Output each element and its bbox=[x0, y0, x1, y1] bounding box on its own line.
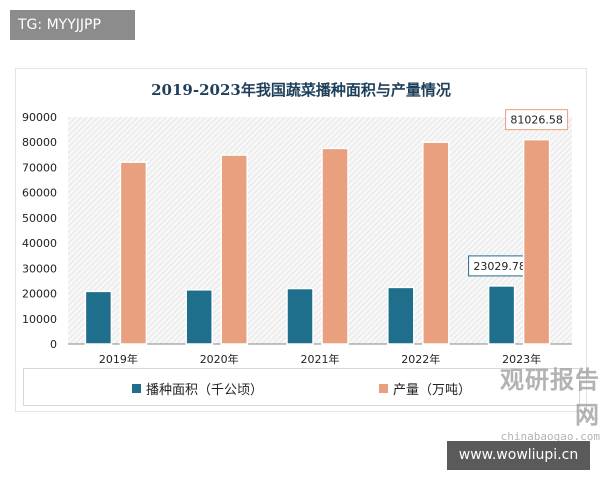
bar-output-4 bbox=[522, 138, 551, 345]
x-tick-label: 2020年 bbox=[200, 352, 239, 366]
x-tick-label: 2019年 bbox=[99, 352, 138, 366]
bar-output-1 bbox=[220, 154, 248, 345]
bar-area-1 bbox=[185, 289, 213, 345]
legend-item-area: 播种面积（千公顷） bbox=[132, 379, 263, 398]
y-tick-label: 10000 bbox=[22, 313, 57, 326]
chinabaogao-watermark-logo: 观研报告网 chinabaogao.com bbox=[480, 360, 600, 443]
tg-label: TG: MYYJJPP bbox=[10, 10, 135, 40]
watermark-en: chinabaogao.com bbox=[500, 430, 600, 443]
y-tick-label: 90000 bbox=[22, 111, 57, 124]
bar-area-2 bbox=[286, 287, 314, 345]
y-tick-label: 20000 bbox=[22, 288, 57, 301]
bar-area-0 bbox=[84, 290, 113, 345]
site-watermark: www.wowliupi.cn bbox=[447, 441, 590, 470]
y-tick-label: 0 bbox=[50, 338, 57, 351]
legend-swatch-area bbox=[132, 384, 141, 393]
x-tick-label: 2022年 bbox=[401, 352, 440, 366]
bar-output-3 bbox=[422, 141, 450, 345]
y-tick-label: 60000 bbox=[22, 187, 57, 200]
legend: 播种面积（千公顷） 产量（万吨） bbox=[23, 368, 580, 406]
bar-output-2 bbox=[321, 147, 349, 345]
legend-item-output: 产量（万吨） bbox=[379, 379, 471, 398]
chart-title: 2019-2023年我国蔬菜播种面积与产量情况 bbox=[151, 81, 451, 99]
data-label: 23029.78 bbox=[473, 260, 526, 273]
y-tick-label: 50000 bbox=[22, 212, 57, 225]
y-tick-label: 70000 bbox=[22, 161, 57, 174]
bar-area-3 bbox=[387, 286, 415, 345]
legend-label-area: 播种面积（千公顷） bbox=[146, 383, 264, 398]
legend-swatch-output bbox=[379, 384, 388, 393]
data-label-box bbox=[505, 109, 569, 131]
watermark-cn: 观研报告网 bbox=[500, 366, 600, 429]
x-tick-label: 2021年 bbox=[301, 352, 340, 366]
bar-chart: 0 10000 20000 30000 40000 50000 60000 70000 8000… bbox=[22, 109, 572, 366]
x-tick-label: 2023年 bbox=[502, 352, 541, 366]
y-tick-label: 80000 bbox=[22, 136, 57, 149]
y-tick-label: 40000 bbox=[22, 237, 57, 250]
bar-area-4 bbox=[487, 285, 516, 345]
y-tick-label: 30000 bbox=[22, 262, 57, 275]
data-label: 81026.58 bbox=[510, 114, 563, 127]
legend-label-output: 产量（万吨） bbox=[393, 383, 472, 398]
bar-output-0 bbox=[119, 161, 148, 345]
